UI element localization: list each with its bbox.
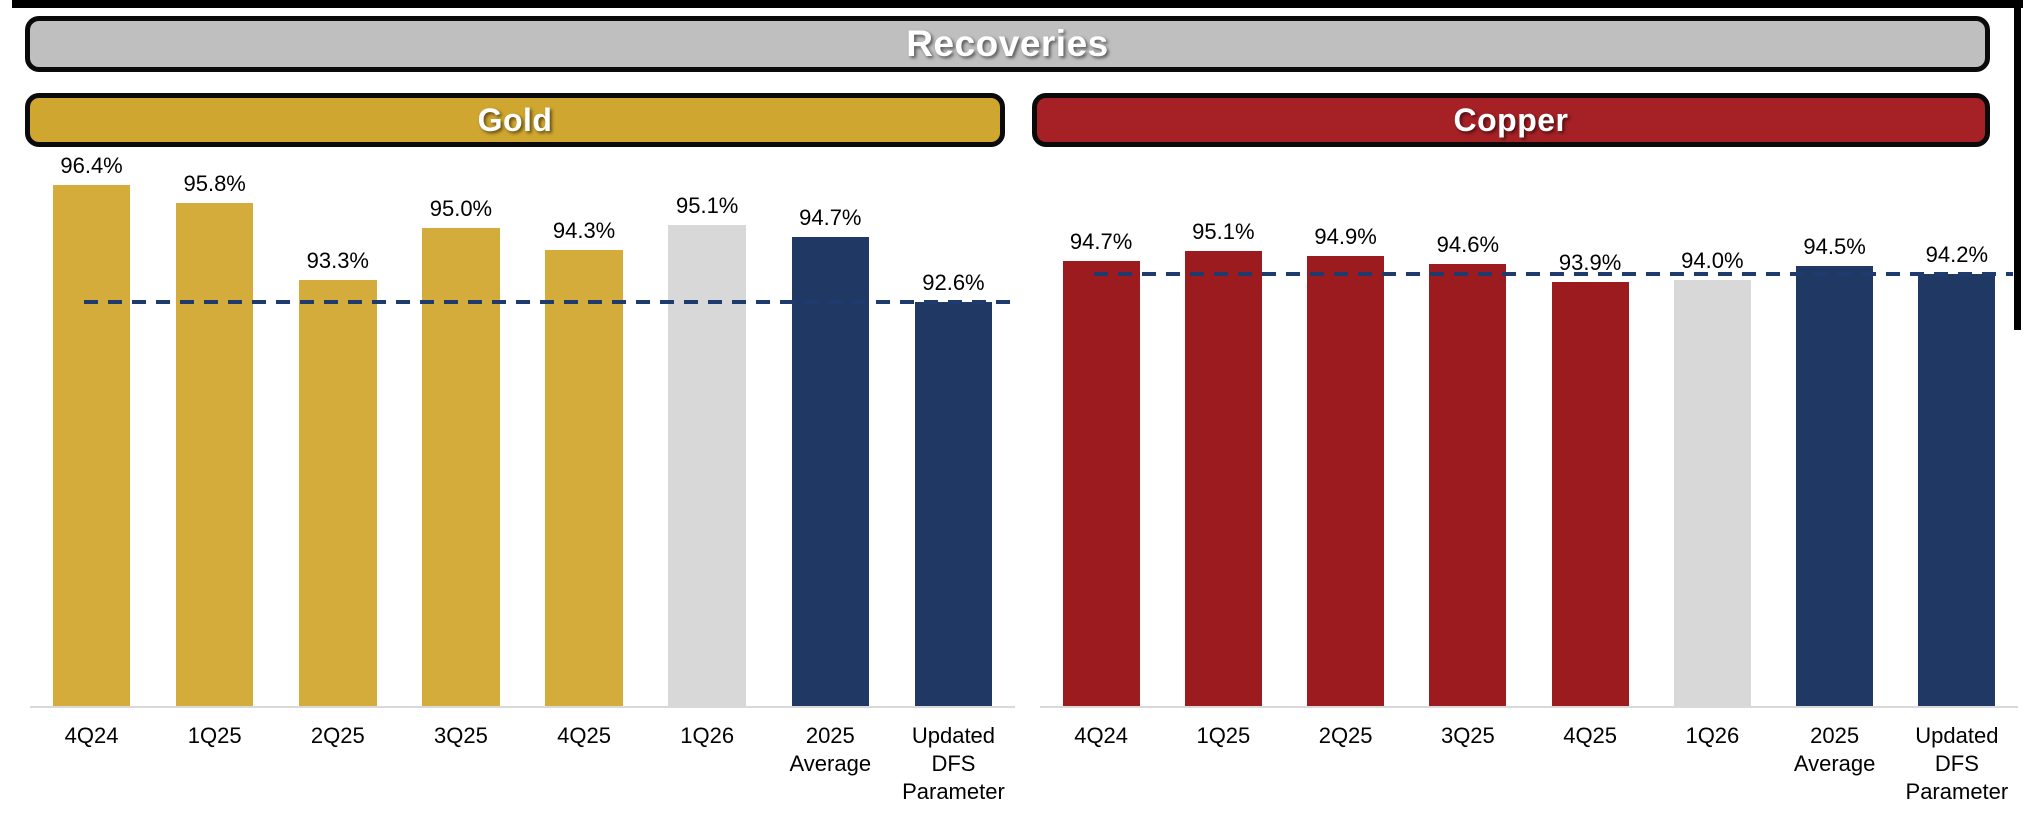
copper-section-title: Copper bbox=[1453, 101, 1569, 138]
category-label: 4Q24 bbox=[1074, 723, 1129, 748]
bar bbox=[1307, 256, 1385, 706]
bar-value-label: 93.9% bbox=[1558, 250, 1622, 275]
copper-section-header: Copper bbox=[1032, 93, 1990, 147]
plot-area: 96.4% 95.8% 93.3% 95.0% 94.3% 95.1% 94.7% 92.6% bbox=[30, 120, 1015, 706]
page-title-banner: Recoveries bbox=[25, 16, 1990, 72]
bar-value-label: 92.6% bbox=[922, 270, 985, 295]
bar-column: 95.8% bbox=[153, 120, 276, 706]
bar bbox=[1429, 264, 1507, 706]
category-label: 2025 Average bbox=[1793, 723, 1876, 777]
bar-column: 94.3% bbox=[523, 120, 646, 706]
page-title: Recoveries bbox=[906, 23, 1109, 64]
bar bbox=[1184, 251, 1262, 706]
x-axis-line bbox=[1040, 706, 2018, 708]
gold-section-header: Gold bbox=[25, 93, 1005, 147]
bar-column: 93.3% bbox=[276, 120, 399, 706]
bar-value-label: 94.7% bbox=[799, 205, 862, 230]
category-axis: 4Q24 1Q25 2Q25 3Q25 4Q25 1Q26 2025 Average Upda… bbox=[30, 722, 1015, 806]
bar bbox=[914, 302, 993, 706]
category-label: 3Q25 bbox=[1440, 723, 1495, 748]
bar bbox=[1796, 266, 1874, 706]
gold-section-title: Gold bbox=[477, 101, 553, 138]
bar-value-label: 94.6% bbox=[1436, 232, 1500, 257]
bar-value-label: 94.2% bbox=[1925, 242, 1989, 267]
bar bbox=[791, 237, 870, 706]
copper-chart: 94.7% 95.1% 94.9% 94.6% 93.9% 94.0% 94.5% 94.2%… bbox=[1040, 120, 2018, 806]
category-label: 1Q26 bbox=[680, 723, 735, 748]
bar-value-label: 95.1% bbox=[1192, 219, 1255, 244]
bar-column: 94.2% bbox=[1896, 120, 2018, 706]
bar bbox=[668, 225, 746, 706]
bar-value-label: 94.9% bbox=[1314, 224, 1377, 249]
bar-value-label: 94.7% bbox=[1069, 229, 1133, 254]
bar-column: 95.0% bbox=[399, 120, 522, 706]
reference-line bbox=[1093, 272, 2014, 276]
category-label: 2Q25 bbox=[310, 723, 365, 748]
bar-column: 95.1% bbox=[1162, 120, 1284, 706]
category-label: 4Q25 bbox=[557, 723, 611, 748]
bar bbox=[1551, 282, 1629, 706]
bar bbox=[299, 280, 377, 706]
reference-line bbox=[84, 300, 1011, 304]
gold-chart: 96.4% 95.8% 93.3% 95.0% 94.3% 95.1% 94.7% 92.6%… bbox=[30, 120, 1015, 806]
right-border-strip bbox=[2014, 0, 2021, 330]
bar bbox=[1062, 261, 1140, 706]
bar-column: 94.6% bbox=[1407, 120, 1529, 706]
bar bbox=[422, 228, 500, 706]
bar-value-label: 94.0% bbox=[1681, 248, 1744, 273]
bar-column: 94.9% bbox=[1285, 120, 1407, 706]
bar-column: 94.0% bbox=[1651, 120, 1773, 706]
category-label: 3Q25 bbox=[434, 723, 488, 748]
category-label: Updated DFS Parameter bbox=[902, 723, 1005, 805]
category-label: 1Q25 bbox=[187, 723, 242, 748]
bar bbox=[1918, 274, 1996, 706]
category-label: 2Q25 bbox=[1318, 723, 1373, 748]
bar-value-label: 94.3% bbox=[552, 218, 616, 243]
bar bbox=[175, 203, 254, 706]
category-label: 1Q26 bbox=[1685, 723, 1740, 748]
bar-value-label: 95.0% bbox=[429, 196, 493, 221]
bar-column: 94.5% bbox=[1774, 120, 1896, 706]
bar-column: 92.6% bbox=[892, 120, 1015, 706]
bar-value-label: 94.5% bbox=[1803, 234, 1866, 259]
bar-value-label: 95.1% bbox=[675, 193, 739, 218]
bar-column: 96.4% bbox=[30, 120, 153, 706]
bar-column: 94.7% bbox=[1040, 120, 1162, 706]
bar-column: 95.1% bbox=[646, 120, 769, 706]
category-label: 4Q24 bbox=[64, 723, 119, 748]
category-axis: 4Q24 1Q25 2Q25 3Q25 4Q25 1Q26 2025 Average Upda… bbox=[1040, 722, 2018, 806]
bar bbox=[545, 250, 623, 706]
bar bbox=[52, 185, 131, 706]
top-border-strip bbox=[12, 0, 2023, 8]
category-label: Updated DFS Parameter bbox=[1905, 723, 2009, 805]
bar-value-label: 93.3% bbox=[306, 248, 369, 273]
bar-column: 93.9% bbox=[1529, 120, 1651, 706]
x-axis-line bbox=[30, 706, 1015, 708]
category-label: 2025 Average bbox=[789, 723, 872, 777]
bar-value-label: 96.4% bbox=[60, 153, 123, 178]
category-label: 1Q25 bbox=[1196, 723, 1251, 748]
category-label: 4Q25 bbox=[1563, 723, 1618, 748]
plot-area: 94.7% 95.1% 94.9% 94.6% 93.9% 94.0% 94.5% 94.2% bbox=[1040, 120, 2018, 706]
bar bbox=[1673, 280, 1751, 706]
bar-column: 94.7% bbox=[769, 120, 892, 706]
bar-value-label: 95.8% bbox=[183, 171, 246, 196]
